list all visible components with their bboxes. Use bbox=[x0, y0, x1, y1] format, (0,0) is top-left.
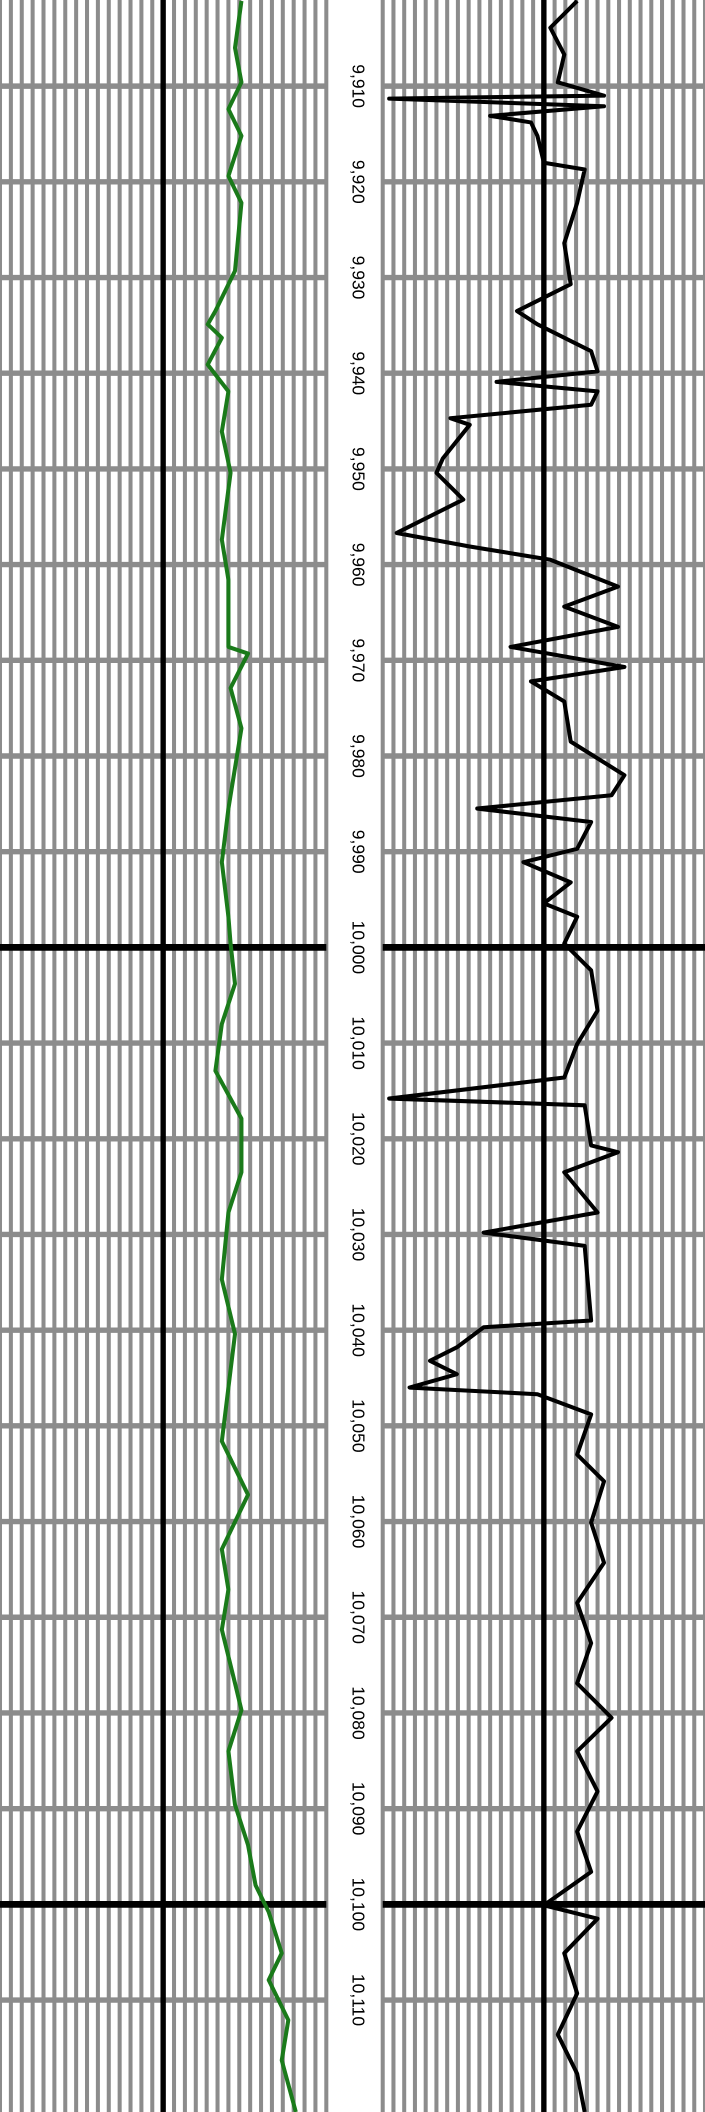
depth-label: 9,920 bbox=[349, 160, 369, 204]
depth-label: 9,910 bbox=[349, 64, 369, 108]
log-curve bbox=[387, 0, 627, 2112]
depth-label: 9,970 bbox=[349, 638, 369, 682]
depth-label: 10,100 bbox=[349, 1878, 369, 1932]
depth-label: 9,950 bbox=[349, 447, 369, 491]
log-curve bbox=[205, 0, 298, 2112]
depth-label: 10,070 bbox=[349, 1590, 369, 1644]
depth-label: 10,080 bbox=[349, 1686, 369, 1740]
depth-label: 10,060 bbox=[349, 1495, 369, 1549]
depth-label: 10,030 bbox=[349, 1208, 369, 1262]
depth-label: 10,040 bbox=[349, 1303, 369, 1357]
depth-label: 9,980 bbox=[349, 734, 369, 778]
depth-label: 10,020 bbox=[349, 1112, 369, 1166]
depth-label: 10,110 bbox=[349, 1974, 369, 2026]
depth-label: 10,050 bbox=[349, 1399, 369, 1453]
depth-label: 9,940 bbox=[349, 351, 369, 395]
depth-label: 9,960 bbox=[349, 543, 369, 587]
depth-label: 9,990 bbox=[349, 830, 369, 874]
depth-label: 10,000 bbox=[349, 921, 369, 975]
depth-label: 10,090 bbox=[349, 1782, 369, 1836]
depth-label: 10,010 bbox=[349, 1016, 369, 1070]
depth-label: 9,930 bbox=[349, 256, 369, 300]
